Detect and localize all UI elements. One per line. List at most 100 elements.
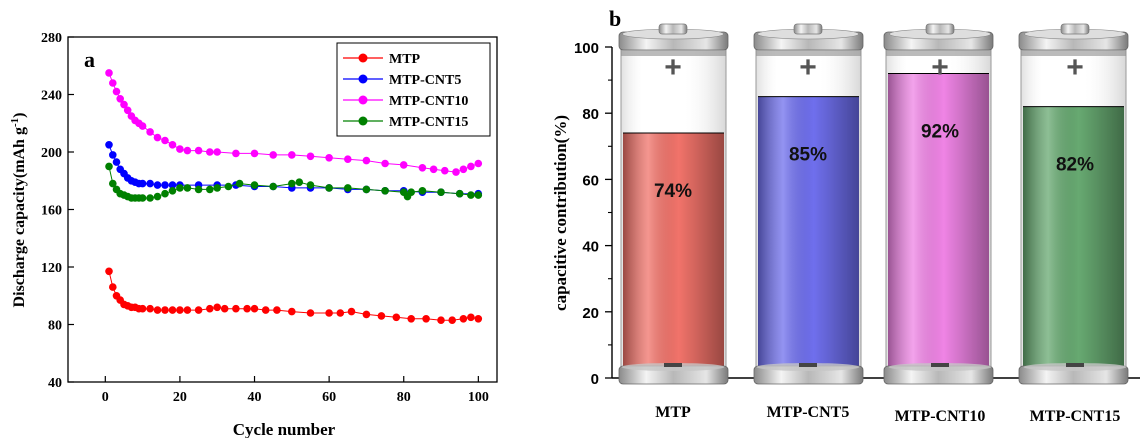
data-point	[306, 152, 315, 161]
data-point	[138, 122, 147, 130]
x-tick-label: 80	[397, 390, 411, 405]
data-point	[250, 181, 259, 189]
data-point	[467, 162, 475, 171]
data-point	[377, 312, 386, 320]
data-point	[269, 182, 278, 191]
minus-terminal-icon	[799, 363, 817, 367]
legend-marker	[358, 74, 368, 84]
legend-label: MTP-CNT10	[389, 94, 468, 109]
data-point	[153, 192, 162, 201]
data-point	[146, 179, 154, 188]
data-point	[407, 188, 416, 196]
data-point	[213, 184, 221, 192]
data-point	[213, 148, 221, 156]
data-point	[392, 313, 401, 322]
data-point	[176, 184, 184, 192]
data-point	[467, 191, 475, 199]
data-point	[437, 188, 445, 196]
data-point	[288, 151, 296, 159]
data-point	[288, 307, 296, 316]
data-point	[407, 315, 416, 323]
battery-terminal	[1060, 23, 1090, 35]
data-point	[109, 283, 117, 291]
data-label: 85%	[789, 145, 827, 166]
data-point	[161, 189, 169, 198]
x-tick-label: 40	[248, 390, 262, 405]
category-label: MTP-CNT10	[895, 408, 986, 425]
data-point	[105, 162, 113, 171]
y-tick-label: 100	[574, 40, 599, 57]
category-label: MTP-CNT15	[1030, 408, 1121, 425]
legend-marker	[358, 53, 368, 63]
bar-shade	[1023, 106, 1124, 368]
data-point	[146, 128, 154, 136]
data-point	[418, 164, 427, 172]
data-point	[183, 184, 192, 192]
data-point	[269, 151, 278, 159]
battery-mtp-cnt5: +85% MTP-CNT5	[753, 23, 864, 421]
data-point	[295, 178, 304, 186]
data-point	[109, 79, 117, 87]
axis-ticks: 0 20 40 60 80 100 40 80 120 160 200 240 280	[41, 31, 489, 405]
data-point	[250, 304, 259, 313]
data-point	[344, 184, 352, 192]
battery-bars: +74% MTP +85% MTP-CNT5 +92% MTP-CNT10 +82% MTP-…	[618, 23, 1129, 425]
data-point	[213, 303, 221, 312]
data-point	[381, 187, 389, 195]
data-point	[347, 307, 356, 316]
legend-marker	[358, 116, 368, 126]
battery-terminal	[793, 23, 823, 35]
category-label: MTP	[655, 404, 691, 421]
data-point	[467, 313, 475, 322]
data-point	[206, 304, 214, 313]
minus-terminal-icon	[664, 363, 682, 367]
y-tick-label: 120	[41, 261, 62, 276]
data-point	[250, 149, 259, 158]
data-point	[120, 100, 128, 109]
x-tick-label: 60	[322, 390, 336, 405]
series-mtp-cnt10	[105, 69, 483, 176]
plus-terminal-icon: +	[799, 51, 817, 84]
x-tick-label: 100	[468, 390, 489, 405]
data-point	[183, 146, 192, 155]
x-axis-label: Cycle number	[233, 420, 336, 438]
battery-terminal	[658, 23, 688, 35]
battery-mtp-cnt10: +92% MTP-CNT10	[883, 23, 994, 425]
y-tick-label: 40	[582, 239, 599, 256]
y-axis-label: Discharge capacity(mAh g-1)	[9, 113, 28, 308]
data-point	[194, 306, 203, 314]
data-point	[325, 154, 333, 162]
data-point	[273, 306, 281, 314]
data-point	[153, 306, 162, 314]
minus-terminal-icon	[1066, 363, 1084, 367]
series-mtp-cnt15	[105, 162, 483, 202]
data-point	[344, 155, 352, 163]
data-point	[399, 161, 408, 169]
panel-label: b	[609, 6, 621, 31]
legend-label: MTP	[389, 52, 421, 67]
legend: MTP MTP-CNT5 MTP-CNT10 MTP-CNT15	[336, 42, 491, 137]
data-point	[109, 179, 117, 188]
battery-mtp: +74% MTP	[618, 23, 729, 421]
data-point	[161, 181, 169, 189]
data-point	[441, 166, 449, 175]
data-point	[474, 191, 483, 199]
data-point	[194, 185, 203, 194]
data-point	[206, 185, 214, 194]
data-point	[112, 158, 121, 166]
battery-cap-shadow	[886, 50, 991, 56]
data-point	[429, 165, 438, 174]
battery-mtp-cnt15: +82% MTP-CNT15	[1018, 23, 1129, 425]
data-point	[336, 309, 345, 317]
bar-shade	[888, 73, 989, 368]
y-tick-label: 40	[48, 376, 62, 391]
data-point	[168, 181, 177, 189]
data-point	[168, 187, 177, 195]
battery-terminal	[925, 23, 955, 35]
y-tick-label: 280	[41, 31, 62, 46]
data-point	[288, 179, 296, 188]
data-point	[116, 95, 124, 103]
plus-terminal-icon: +	[931, 51, 949, 84]
data-point	[109, 151, 117, 159]
